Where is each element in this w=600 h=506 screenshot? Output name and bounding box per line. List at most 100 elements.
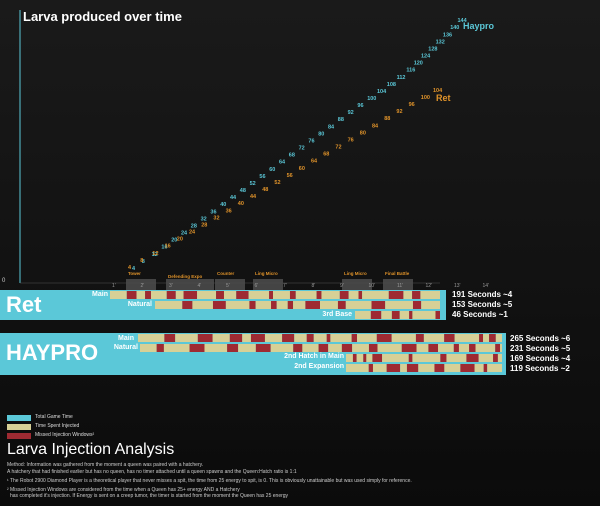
haypro-data-label: 56 xyxy=(259,174,265,180)
haypro-main-lane-segment xyxy=(423,334,445,342)
haypro-natural-lane-segment xyxy=(416,344,429,352)
ret-data-label: 12 xyxy=(152,251,158,257)
haypro-main-lane-segment xyxy=(175,334,198,342)
event-marker-band xyxy=(383,279,413,290)
haypro-main-lane-segment xyxy=(282,334,295,342)
haypro-main-lane-segment xyxy=(351,334,358,342)
ret-main-lane-segment xyxy=(183,291,198,299)
haypro-natural-lane-segment xyxy=(255,344,271,352)
ret-data-label: 96 xyxy=(409,102,415,108)
minute-mark-label: 9' xyxy=(340,283,344,289)
haypro-2nd-expansion-lane-segment xyxy=(386,364,401,372)
haypro-data-label: 72 xyxy=(299,146,305,152)
haypro-data-label: 48 xyxy=(240,188,246,194)
ret-data-label: 48 xyxy=(262,187,268,193)
ret-natural-lane-segment xyxy=(212,301,226,309)
ret-main-lane-segment xyxy=(289,291,296,299)
haypro-natural-seconds: 231 Seconds ~5 xyxy=(510,344,571,353)
haypro-data-label: 96 xyxy=(357,103,363,109)
haypro-data-label: 40 xyxy=(220,202,226,208)
minute-mark-label: 8' xyxy=(312,283,316,289)
legend-swatch-total xyxy=(7,415,31,421)
haypro-natural-lane-segment xyxy=(401,344,417,352)
ret-3rd-base-lane-segment xyxy=(412,311,436,319)
minute-mark-label: 12' xyxy=(426,283,433,289)
haypro-main-lane-segment xyxy=(495,334,502,342)
haypro-natural-lane-segment xyxy=(377,344,402,352)
haypro-2nd-hatch-lane-segment xyxy=(346,354,353,362)
ret-natural-lane-segment xyxy=(287,301,294,309)
ret-main-lane-segment xyxy=(216,291,224,299)
haypro-main-lane-segment xyxy=(250,334,265,342)
haypro-natural-lane-segment xyxy=(368,344,378,352)
ret-main-lane-segment xyxy=(223,291,237,299)
haypro-2nd-hatch-lane-segment xyxy=(466,354,479,362)
ret-3rd-base-lane-segment xyxy=(391,311,400,319)
minute-mark-label: 11' xyxy=(397,283,403,289)
haypro-data-label: 44 xyxy=(230,195,237,201)
haypro-data-label: 144 xyxy=(458,18,468,24)
legend-swatch-injected xyxy=(7,424,31,430)
haypro-natural-lane-segment xyxy=(238,344,256,352)
haypro-lane-main-label: Main xyxy=(118,335,134,342)
haypro-main-lane-segment xyxy=(138,334,165,342)
ret-main-lane-segment xyxy=(403,291,413,299)
haypro-data-label: 16 xyxy=(161,245,167,251)
ret-main-lane-segment xyxy=(295,291,317,299)
haypro-main-lane-segment xyxy=(483,334,490,342)
ret-3rd-base-lane-segment xyxy=(435,311,440,319)
minute-mark-label: 13' xyxy=(454,283,461,289)
haypro-2nd-expansion-lane-segment xyxy=(434,364,445,372)
haypro-2nd-expansion-lane-segment xyxy=(368,364,373,372)
ret-main-lane-segment xyxy=(321,291,340,299)
ret-natural-lane-segment xyxy=(371,301,386,309)
haypro-2nd-expansion-lane-segment xyxy=(487,364,502,372)
legend-swatch-missed xyxy=(7,433,31,439)
haypro-2nd-hatch-lane-segment xyxy=(446,354,467,362)
haypro-main-lane-segment xyxy=(164,334,176,342)
minute-mark-label: 7' xyxy=(283,283,287,289)
haypro-main-lane-segment xyxy=(376,334,392,342)
ret-natural-lane-segment xyxy=(305,301,320,309)
minute-mark-label: 3' xyxy=(169,283,173,289)
ret-main-lane-segment xyxy=(269,291,274,299)
ret-data-label: 88 xyxy=(384,116,390,122)
legend-label-missed: Missed Injection Windows² xyxy=(35,432,95,438)
haypro-lane-natural-label: Natural xyxy=(113,344,138,351)
haypro-lane-2nd-expansion-label: 2nd Expansion xyxy=(294,363,344,370)
haypro-data-label: 92 xyxy=(348,110,354,116)
ret-3rd-base-lane-segment xyxy=(370,311,382,319)
ret-main-lane-segment xyxy=(339,291,349,299)
haypro-natural-lane-segment xyxy=(293,344,303,352)
ret-natural-lane-segment xyxy=(249,301,256,309)
ret-3rd-base-lane-segment xyxy=(399,311,410,319)
haypro-data-label: 60 xyxy=(269,167,275,173)
ret-data-label: 8 xyxy=(140,258,143,264)
ret-natural-lane-segment xyxy=(182,301,193,309)
haypro-natural-lane-segment xyxy=(352,344,369,352)
haypro-2nd-hatch-lane-segment xyxy=(478,354,494,362)
haypro-natural-lane-segment xyxy=(495,344,501,352)
ret-main-lane-segment xyxy=(412,291,421,299)
haypro-natural-lane-segment xyxy=(341,344,353,352)
haypro-data-label: 88 xyxy=(338,117,344,123)
haypro-natural-lane-segment xyxy=(438,344,454,352)
ret-main-lane-segment xyxy=(273,291,290,299)
haypro-data-label: 84 xyxy=(328,124,335,130)
haypro-natural-lane-segment xyxy=(227,344,239,352)
ret-data-label: 72 xyxy=(335,145,341,151)
haypro-2nd-expansion-lane-segment xyxy=(406,364,419,372)
haypro-data-label: 128 xyxy=(428,46,437,52)
ret-3rd-base-seconds: 46 Seconds ~1 xyxy=(452,310,508,319)
ret-main-lane-segment xyxy=(110,291,127,299)
haypro-main-lane-segment xyxy=(242,334,251,342)
ret-natural-lane-segment xyxy=(337,301,346,309)
ret-natural-lane-segment xyxy=(155,301,183,309)
legend-label-total: Total Game Time xyxy=(35,414,73,420)
haypro-natural-lane-segment xyxy=(458,344,470,352)
ret-natural-seconds: 153 Seconds ~5 xyxy=(452,300,513,309)
series-name-haypro: Haypro xyxy=(463,21,495,31)
ret-data-label: 56 xyxy=(287,173,293,179)
haypro-main-lane-segment xyxy=(197,334,213,342)
haypro-main-lane-segment xyxy=(264,334,283,342)
